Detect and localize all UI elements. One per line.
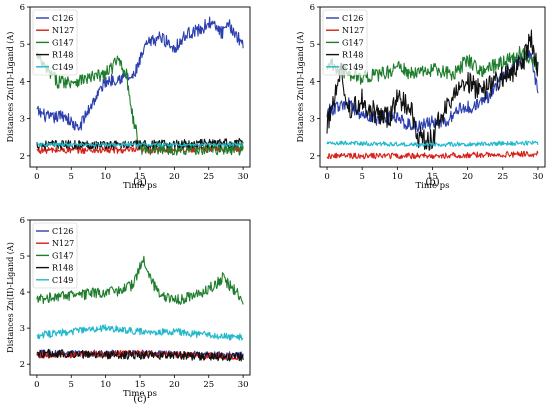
y-tick-label: 3 bbox=[310, 115, 315, 125]
series-line-g147 bbox=[36, 255, 244, 305]
y-tick-label: 2 bbox=[310, 152, 315, 162]
legend-label-c126: C126 bbox=[52, 14, 73, 23]
legend-box bbox=[322, 9, 368, 76]
x-tick-label: 5 bbox=[69, 380, 74, 390]
y-tick-label: 4 bbox=[20, 288, 25, 298]
x-axis-label: Time ps bbox=[123, 181, 157, 191]
legend-label-n127: N127 bbox=[52, 26, 74, 35]
series-line-c149 bbox=[36, 324, 244, 341]
x-tick-label: 10 bbox=[392, 172, 403, 182]
series-line-c149 bbox=[326, 140, 539, 148]
x-tick-label: 15 bbox=[135, 380, 146, 390]
x-tick-label: 20 bbox=[169, 380, 180, 390]
x-tick-label: 25 bbox=[203, 172, 214, 182]
panel-3: 0 5 10 15 20 25 30 2 3 4 5 6 Time ps Distances Zn(II)… bbox=[6, 216, 251, 405]
legend-label-r148: R148 bbox=[342, 51, 363, 60]
y-tick-label: 2 bbox=[20, 152, 25, 162]
legend-label-g147: G147 bbox=[52, 251, 74, 260]
x-axis-label: Time ps bbox=[416, 181, 450, 191]
y-axis-label: Distances Zn(II)-Ligand (A) bbox=[6, 32, 15, 143]
y-tick-label: 6 bbox=[20, 3, 25, 13]
y-tick-label: 4 bbox=[20, 77, 25, 87]
series-line-c126 bbox=[36, 16, 244, 131]
x-tick-label: 5 bbox=[69, 172, 74, 182]
panel-label: (a) bbox=[133, 177, 147, 188]
series-line-n127 bbox=[326, 150, 539, 160]
legend-label-c149: C149 bbox=[52, 63, 73, 72]
series-line-g147 bbox=[36, 52, 244, 156]
legend-label-c126: C126 bbox=[52, 227, 73, 236]
series-line-c126 bbox=[326, 50, 539, 133]
y-tick-label: 6 bbox=[20, 216, 25, 226]
panel-label: (c) bbox=[133, 394, 147, 405]
legend: C126 N127 G147 R148 C149 bbox=[32, 222, 78, 289]
series-line-r148 bbox=[326, 29, 539, 151]
x-tick-label: 10 bbox=[100, 380, 111, 390]
series-line-c149 bbox=[36, 142, 244, 148]
x-axis-label: Time ps bbox=[123, 389, 157, 399]
y-tick-label: 5 bbox=[20, 40, 25, 50]
panel-label: (b) bbox=[425, 177, 439, 188]
panel-2: 0 5 10 15 20 25 30 2 3 4 5 6 Time ps Distances Zn(II)… bbox=[296, 3, 546, 191]
x-tick-label: 25 bbox=[497, 172, 508, 182]
y-axis-label: Distances Zn(II)-Ligand (A) bbox=[6, 242, 15, 353]
y-tick-label: 2 bbox=[20, 360, 25, 370]
legend-label-g147: G147 bbox=[342, 38, 364, 47]
x-tick-label: 0 bbox=[34, 172, 39, 182]
y-axis-label: Distances Zn(II)-Ligand (A) bbox=[296, 32, 305, 143]
legend-label-r148: R148 bbox=[52, 51, 73, 60]
legend-label-c126: C126 bbox=[342, 14, 363, 23]
y-tick-label: 3 bbox=[20, 324, 25, 334]
x-tick-label: 30 bbox=[238, 172, 249, 182]
x-tick-label: 0 bbox=[324, 172, 329, 182]
series-line-g147 bbox=[326, 46, 539, 85]
x-tick-label: 20 bbox=[462, 172, 473, 182]
x-tick-label: 30 bbox=[533, 172, 544, 182]
y-tick-label: 4 bbox=[310, 77, 315, 87]
legend: C126 N127 G147 R148 C149 bbox=[322, 9, 368, 76]
x-tick-label: 10 bbox=[100, 172, 111, 182]
x-tick-label: 15 bbox=[135, 172, 146, 182]
y-tick-label: 5 bbox=[310, 40, 315, 50]
legend-box bbox=[32, 9, 78, 76]
legend-label-n127: N127 bbox=[52, 239, 74, 248]
x-tick-label: 0 bbox=[34, 380, 39, 390]
panel-1: 0 5 10 15 20 25 30 2 3 4 5 6 Time ps Distances Zn(II)… bbox=[6, 3, 251, 191]
legend-box bbox=[32, 222, 78, 289]
x-tick-label: 25 bbox=[203, 380, 214, 390]
legend: C126 N127 G147 R148 C149 bbox=[32, 9, 78, 76]
x-tick-label: 5 bbox=[359, 172, 364, 182]
y-tick-label: 3 bbox=[20, 115, 25, 125]
y-tick-label: 6 bbox=[310, 3, 315, 13]
legend-label-r148: R148 bbox=[52, 264, 73, 273]
legend-label-c149: C149 bbox=[342, 63, 363, 72]
x-tick-label: 30 bbox=[238, 380, 249, 390]
legend-label-c149: C149 bbox=[52, 276, 73, 285]
legend-label-n127: N127 bbox=[342, 26, 364, 35]
x-tick-label: 15 bbox=[427, 172, 438, 182]
legend-label-g147: G147 bbox=[52, 38, 74, 47]
series-line-r148 bbox=[36, 348, 244, 362]
x-tick-label: 20 bbox=[169, 172, 180, 182]
y-tick-label: 5 bbox=[20, 252, 25, 262]
